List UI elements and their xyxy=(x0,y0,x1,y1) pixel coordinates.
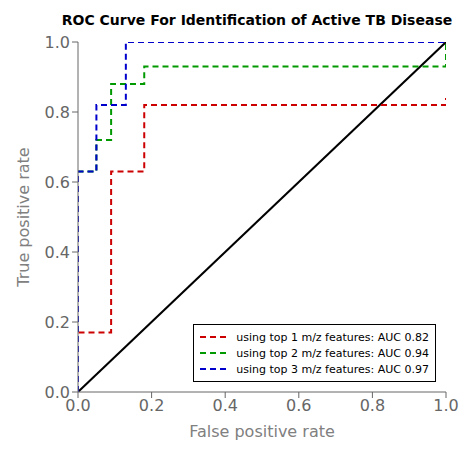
html-text:using top 1 m/z features: AUC: using top 1 m/z features: AUC 0.82 xyxy=(236,330,429,344)
html-text:ROC Curve For Identification o: ROC Curve For Identification of Active T… xyxy=(61,12,453,28)
svg-text:0.0: 0.0 xyxy=(45,383,70,402)
svg-text:0.4: 0.4 xyxy=(212,396,237,415)
svg-text:0.2: 0.2 xyxy=(139,396,164,415)
svg-text:0.4: 0.4 xyxy=(45,243,70,262)
svg-text:False positive rate: False positive rate xyxy=(189,422,335,441)
svg-text:0.6: 0.6 xyxy=(45,173,70,192)
svg-text:0.8: 0.8 xyxy=(360,396,385,415)
svg-text:0.6: 0.6 xyxy=(286,396,311,415)
html-text:using top 3 m/z features: AUC: using top 3 m/z features: AUC 0.97 xyxy=(236,362,429,376)
svg-text:0.2: 0.2 xyxy=(45,313,70,332)
html-text:using top 2 m/z features: AUC: using top 2 m/z features: AUC 0.94 xyxy=(236,346,429,360)
svg-text:1.0: 1.0 xyxy=(433,396,458,415)
svg-text:0.8: 0.8 xyxy=(45,103,70,122)
svg-text:True positive rate: True positive rate xyxy=(14,147,33,287)
svg-text:0.0: 0.0 xyxy=(65,396,91,416)
svg-text:1.0: 1.0 xyxy=(45,33,70,52)
